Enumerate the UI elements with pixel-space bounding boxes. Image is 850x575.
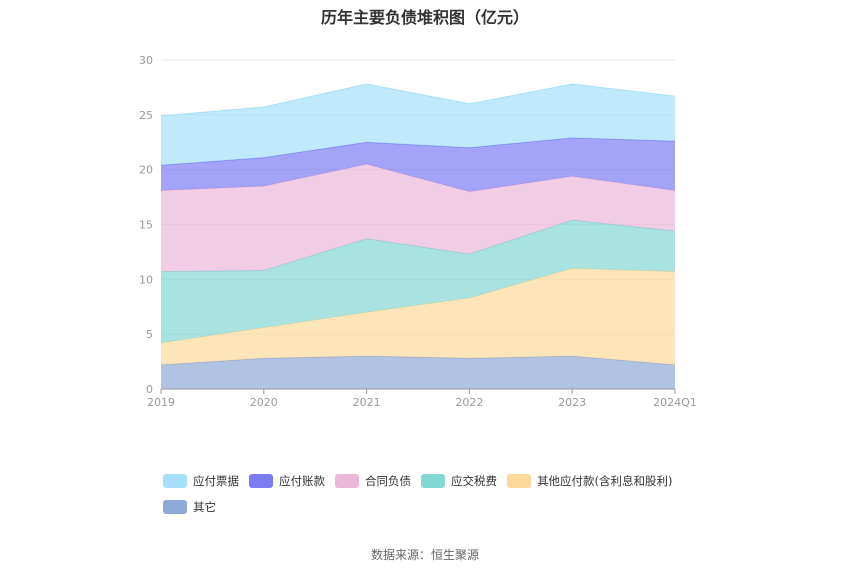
legend-item[interactable]: 应付票据	[163, 472, 239, 490]
y-tick-label: 25	[139, 109, 153, 122]
area-其他应付款(含利息和股利)	[161, 268, 675, 365]
axes: 0 5 10 15 20 25 30 2019 2020 2021 2022 2023 2024Q1	[139, 54, 697, 409]
legend-item[interactable]: 应交税费	[421, 472, 497, 490]
x-tick-label: 2022	[455, 396, 483, 409]
y-tick-label: 15	[139, 219, 153, 232]
legend-swatch	[421, 474, 445, 488]
area-top-line	[160, 267, 676, 344]
legend-item[interactable]: 合同负债	[335, 472, 411, 490]
legend-swatch	[163, 474, 187, 488]
legend: 应付票据 应付账款 合同负债 应交税费 其他应付款(含利息和股利) 其它	[163, 472, 723, 524]
x-tick-label: 2023	[558, 396, 586, 409]
y-tick-label: 30	[139, 54, 153, 67]
x-tick-label: 2019	[147, 396, 175, 409]
legend-label: 应交税费	[451, 474, 497, 488]
legend-label: 合同负债	[365, 474, 411, 488]
x-tick-label: 2024Q1	[653, 396, 697, 409]
legend-label: 应付票据	[193, 474, 239, 488]
source-note: 数据来源：恒生聚源	[370, 548, 479, 562]
legend-label: 其他应付款(含利息和股利)	[537, 474, 673, 488]
chart-title: 历年主要负债堆积图（亿元）	[320, 8, 529, 27]
area-应付票据	[161, 84, 675, 166]
area-其它	[161, 356, 675, 389]
x-tick-label: 2020	[250, 396, 278, 409]
legend-swatch	[249, 474, 273, 488]
legend-label: 应付账款	[279, 474, 325, 488]
y-tick-label: 10	[139, 273, 153, 286]
legend-swatch	[163, 500, 187, 514]
legend-item[interactable]: 应付账款	[249, 472, 325, 490]
y-tick-label: 0	[146, 383, 153, 396]
legend-label: 其它	[193, 500, 216, 514]
area-top-line	[160, 83, 676, 117]
area-应交税费	[161, 220, 675, 343]
area-应付账款	[161, 137, 675, 192]
area-series	[160, 83, 676, 389]
y-tick-label: 5	[146, 328, 153, 341]
chart-plot: 0 5 10 15 20 25 30 2019 2020 2021 2022 2023 2024Q1	[139, 54, 697, 409]
area-合同负债	[161, 164, 675, 272]
legend-swatch	[507, 474, 531, 488]
legend-swatch	[335, 474, 359, 488]
y-tick-label: 20	[139, 164, 153, 177]
legend-item[interactable]: 其它	[163, 498, 216, 516]
legend-item[interactable]: 其他应付款(含利息和股利)	[507, 472, 672, 490]
x-tick-label: 2021	[353, 396, 381, 409]
